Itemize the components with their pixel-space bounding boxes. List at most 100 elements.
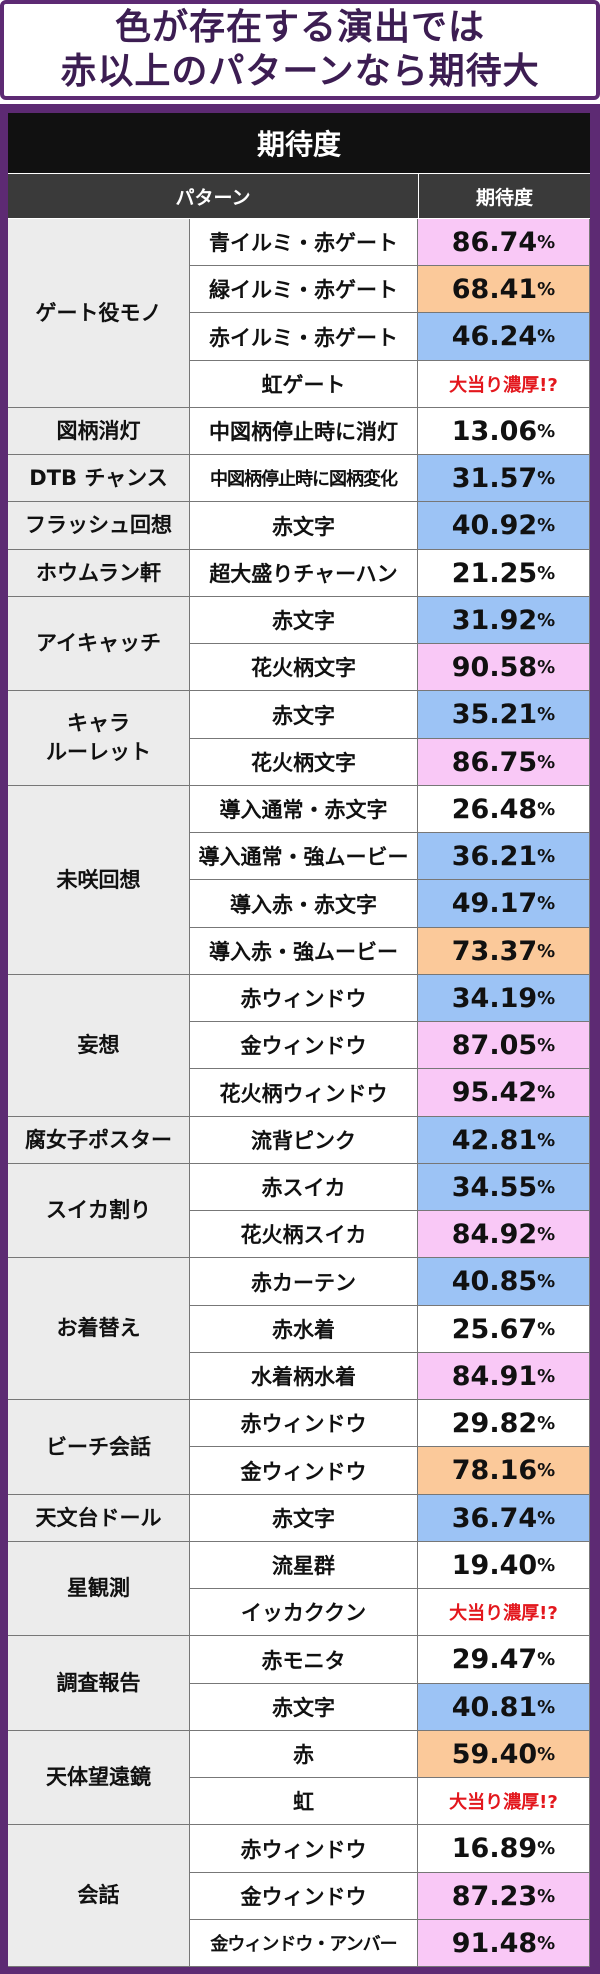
value-number: 36.74: [451, 1502, 538, 1534]
value-number: 42.81: [451, 1124, 538, 1156]
expectation-value: 25.67%: [418, 1306, 590, 1353]
group-label-text: 星観測: [67, 1576, 130, 1600]
group-label: フラッシュ回想: [8, 502, 190, 550]
expectation-value: 59.40%: [418, 1731, 590, 1778]
percent-sign: %: [537, 987, 556, 1009]
expectation-value: 29.82%: [418, 1400, 590, 1447]
pattern-cell: 虹: [190, 1778, 418, 1825]
pattern-cell: 赤ウィンドウ: [190, 975, 418, 1022]
pattern-cell: 赤文字: [190, 1495, 418, 1542]
group-label: 調査報告: [8, 1636, 190, 1731]
group-label: 天体望遠鏡: [8, 1731, 190, 1825]
expectation-table: 期待度 パターン 期待度 ゲート役モノ 青イルミ・赤ゲート 86.74% 緑イルミ・赤…: [8, 113, 590, 1967]
pattern-cell: 赤イルミ・赤ゲート: [190, 313, 418, 361]
expectation-value: 29.47%: [418, 1636, 590, 1684]
group-label: 天文台ドール: [8, 1495, 190, 1542]
group-label-text: キャラ ルーレット: [46, 711, 151, 764]
percent-sign: %: [537, 1743, 556, 1765]
expectation-value: 34.19%: [418, 975, 590, 1022]
group-label: 妄想: [8, 975, 190, 1117]
pattern-cell: 赤文字: [190, 691, 418, 739]
value-number: 90.58: [451, 651, 538, 683]
expectation-value: 40.92%: [418, 502, 590, 550]
page-header: 色が存在する演出では 赤以上のパターンなら期待大: [0, 0, 600, 100]
expectation-value: 86.75%: [418, 739, 590, 786]
jackpot-note: 大当り濃厚!?: [418, 1589, 590, 1636]
percent-sign: %: [537, 562, 556, 584]
pattern-cell: 花火柄文字: [190, 739, 418, 786]
pattern-cell: 金ウィンドウ: [190, 1447, 418, 1495]
group-label-text: ホウムラン軒: [36, 560, 161, 585]
percent-sign: %: [537, 1932, 556, 1954]
pattern-cell: 赤スイカ: [190, 1164, 418, 1211]
pattern-cell: 赤モニタ: [190, 1636, 418, 1684]
pattern-cell: 金ウィンドウ・アンバー: [190, 1920, 418, 1967]
group-label: アイキャッチ: [8, 597, 190, 691]
expectation-value: 73.37%: [418, 928, 590, 975]
percent-sign: %: [537, 1365, 556, 1387]
percent-sign: %: [537, 609, 556, 631]
group-label-text: スイカ割り: [46, 1198, 151, 1222]
expectation-value: 87.05%: [418, 1022, 590, 1069]
column-header-expectation: 期待度: [419, 174, 590, 218]
value-number: 13.06: [451, 415, 538, 447]
percent-sign: %: [537, 751, 556, 773]
pattern-cell: 超大盛りチャーハン: [190, 550, 418, 597]
value-number: 59.40: [451, 1738, 538, 1770]
percent-sign: %: [537, 1271, 556, 1292]
pattern-cell: 緑イルミ・赤ゲート: [190, 266, 418, 313]
value-number: 86.75: [451, 746, 538, 778]
percent-sign: %: [537, 940, 556, 962]
expectation-value: 95.42%: [418, 1069, 590, 1117]
value-number: 大当り濃厚!?: [449, 1792, 558, 1813]
pattern-cell: 赤文字: [190, 1684, 418, 1731]
expectation-value: 31.92%: [418, 597, 590, 644]
value-number: 46.24: [451, 321, 538, 352]
group-label: 腐女子ポスター: [8, 1117, 190, 1164]
percent-sign: %: [537, 1129, 556, 1151]
group-label-text: お着替え: [56, 1316, 141, 1340]
pattern-cell: 流背ピンク: [190, 1117, 418, 1164]
percent-sign: %: [537, 326, 556, 347]
expectation-value: 31.57%: [418, 455, 590, 502]
group-label-text: 図柄消灯: [56, 418, 141, 443]
value-number: 29.47: [451, 1644, 538, 1675]
expectation-value: 21.25%: [418, 550, 590, 597]
percent-sign: %: [537, 893, 556, 914]
percent-sign: %: [537, 1696, 556, 1718]
value-number: 19.40: [451, 1549, 538, 1581]
value-number: 78.16: [451, 1455, 538, 1486]
pattern-cell: 中図柄停止時に消灯: [190, 408, 418, 455]
percent-sign: %: [537, 798, 556, 820]
expectation-value: 91.48%: [418, 1920, 590, 1967]
percent-sign: %: [537, 1554, 556, 1576]
expectation-value: 42.81%: [418, 1117, 590, 1164]
expectation-value: 34.55%: [418, 1164, 590, 1211]
expectation-value: 35.21%: [418, 691, 590, 739]
percent-sign: %: [537, 1649, 556, 1670]
percent-sign: %: [537, 1460, 556, 1481]
expectation-value: 19.40%: [418, 1542, 590, 1589]
percent-sign: %: [537, 1318, 556, 1340]
value-number: 大当り濃厚!?: [449, 375, 558, 396]
value-number: 86.74: [451, 226, 538, 258]
pattern-cell: 水着柄水着: [190, 1353, 418, 1400]
column-header-pattern: パターン: [8, 174, 418, 218]
group-label: お着替え: [8, 1258, 190, 1400]
group-label: キャラ ルーレット: [8, 691, 190, 786]
value-number: 31.57: [451, 462, 538, 494]
expectation-value: 46.24%: [418, 313, 590, 361]
group-label-text: 未咲回想: [56, 867, 141, 892]
value-number: 84.91: [451, 1360, 538, 1392]
percent-sign: %: [537, 845, 556, 867]
group-label: 会話: [8, 1825, 190, 1967]
pattern-cell: 金ウィンドウ: [190, 1873, 418, 1920]
value-number: 大当り濃厚!?: [449, 1603, 558, 1624]
pattern-cell: 導入通常・強ムービー: [190, 833, 418, 880]
percent-sign: %: [537, 704, 556, 725]
group-label: スイカ割り: [8, 1164, 190, 1258]
group-label-text: ゲート役モノ: [35, 300, 162, 325]
expectation-value: 26.48%: [418, 786, 590, 833]
percent-sign: %: [537, 1507, 556, 1529]
value-number: 49.17: [451, 888, 538, 919]
